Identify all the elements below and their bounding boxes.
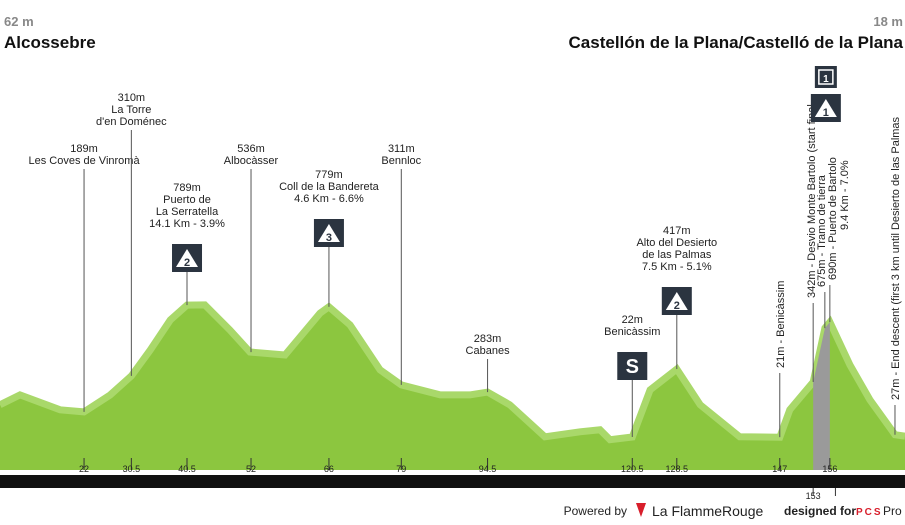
x-tick-label: 79	[396, 464, 406, 474]
brand: La FlammeRouge	[652, 503, 763, 519]
x-tick-label: 156	[822, 464, 837, 474]
category-label: S	[626, 356, 639, 378]
category-icon	[617, 352, 648, 380]
waypoint-label: 789m	[173, 182, 201, 194]
powered-by: Powered by	[564, 504, 627, 518]
waypoint-label: Benicàssim	[604, 326, 660, 338]
start-name: Alcossebre	[4, 33, 96, 52]
x-tick-label: 94.5	[479, 464, 497, 474]
category-triangle	[317, 224, 340, 242]
gravel-sector	[813, 322, 830, 470]
vertical-label: 21m - Benicàssim	[775, 281, 787, 368]
waypoint-label: d'en Doménec	[96, 116, 167, 128]
x-tick-label: 128.5	[666, 464, 689, 474]
pcs-pro: Pro	[883, 504, 902, 518]
profile-area	[0, 304, 905, 470]
waypoint-label: 14.1 Km - 3.9%	[149, 218, 225, 230]
waypoint-label: Les Coves de Vinromà	[28, 155, 140, 167]
waypoint-label: de las Palmas	[642, 249, 712, 261]
designed-for: designed for	[784, 504, 856, 518]
waypoint-label: 283m	[474, 333, 502, 345]
waypoint-label: Coll de la Bandereta	[279, 181, 380, 193]
x-tick-label: 153	[806, 491, 821, 501]
waypoint-label: 7.5 Km - 5.1%	[642, 261, 712, 273]
start-elevation: 62 m	[4, 14, 34, 29]
finish-icon	[814, 66, 837, 88]
category-label: 2	[674, 300, 680, 312]
waypoint-label: Cabanes	[466, 345, 511, 357]
finish-elevation: 18 m	[873, 14, 903, 29]
category-triangle	[665, 292, 688, 310]
x-tick-label: 22	[79, 464, 89, 474]
profile-ridge	[0, 301, 905, 444]
waypoint-label: 311m	[388, 143, 415, 155]
finish-name: Castellón de la Plana/Castelló de la Pla…	[569, 33, 904, 52]
vertical-label: 690m - Puerto de Bartolo	[827, 157, 839, 280]
waypoint-label: 4.6 Km - 6.6%	[294, 193, 364, 205]
x-tick-label: 52	[246, 464, 256, 474]
category-triangle	[814, 99, 837, 117]
distance-bar	[0, 475, 905, 488]
waypoint-label: La Torre	[111, 104, 151, 116]
category-label: 1	[823, 107, 829, 119]
waypoint-label: Bennloc	[381, 155, 421, 167]
category-triangle	[176, 249, 199, 267]
waypoint-label: 417m	[663, 225, 691, 237]
x-tick-label: 30.5	[123, 464, 141, 474]
x-tick-label: 120.5	[621, 464, 644, 474]
waypoint-label: 310m	[118, 92, 146, 104]
waypoint-label: 22m	[622, 314, 643, 326]
waypoint-label: 536m	[237, 143, 265, 155]
x-tick-label: 66	[324, 464, 334, 474]
vertical-label: 675m - Tramo de tierra	[816, 174, 828, 287]
vertical-label: 342m - Desvio Monte Bartolo (start final	[806, 104, 818, 298]
vertical-label: 27m - End descent (first 3 km until Desi…	[890, 116, 902, 400]
flamme-logo	[636, 503, 646, 517]
pcs-logo: PCS	[856, 507, 883, 518]
x-tick-label: 147	[772, 464, 787, 474]
waypoint-label: 779m	[315, 169, 343, 181]
finish-icon-inner	[818, 69, 834, 85]
x-tick-label: 40.5	[178, 464, 196, 474]
waypoint-label: Albocàsser	[224, 155, 279, 167]
waypoint-label: La Serratella	[156, 206, 219, 218]
waypoint-label: Alto del Desierto	[636, 237, 717, 249]
waypoint-label: Puerto de	[163, 194, 211, 206]
vertical-label: 9.4 Km - 7.0%	[839, 160, 851, 230]
waypoint-label: 189m	[70, 143, 98, 155]
finish-icon-label: 1	[823, 74, 829, 85]
category-label: 3	[326, 232, 332, 244]
category-label: 2	[184, 257, 190, 269]
